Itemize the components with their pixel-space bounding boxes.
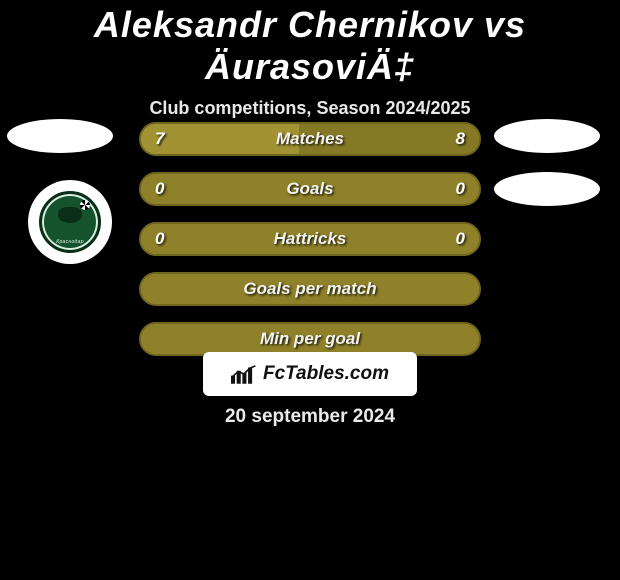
- page-title: Aleksandr Chernikov vs ÄurasoviÄ‡: [0, 0, 620, 88]
- date-label: 20 september 2024: [0, 406, 620, 428]
- stat-label: Goals per match: [243, 279, 376, 299]
- stat-left-value: 0: [155, 224, 164, 254]
- bars-icon: [231, 363, 257, 385]
- stat-right-value: 0: [456, 224, 465, 254]
- stat-fill-right: [310, 174, 479, 204]
- stat-pill-list: 7 8 Matches 0 0 Goals 0 0 Hattricks Goals per mat…: [139, 122, 481, 372]
- stat-right-value: 0: [456, 174, 465, 204]
- subtitle: Club competitions, Season 2024/2025: [0, 98, 620, 119]
- comparison-card: Aleksandr Chernikov vs ÄurasoviÄ‡ Club c…: [0, 0, 620, 580]
- stat-label: Hattricks: [274, 229, 347, 249]
- player-left-badge: [7, 119, 113, 153]
- stat-left-value: 7: [155, 124, 164, 154]
- stat-pill: Min per goal: [139, 322, 481, 356]
- club-right-badge: [494, 172, 600, 206]
- site-badge[interactable]: FcTables.com: [203, 352, 417, 396]
- stat-pill: Goals per match: [139, 272, 481, 306]
- stat-right-value: 8: [456, 124, 465, 154]
- stat-pill: 0 0 Hattricks: [139, 222, 481, 256]
- site-label: FcTables.com: [263, 363, 389, 385]
- club-left-crest: Краснодар: [28, 180, 112, 264]
- stat-left-value: 0: [155, 174, 164, 204]
- player-right-badge: [494, 119, 600, 153]
- stat-pill: 7 8 Matches: [139, 122, 481, 156]
- stat-label: Goals: [286, 179, 333, 199]
- stat-label: Matches: [276, 129, 344, 149]
- stat-fill-left: [141, 174, 310, 204]
- stat-label: Min per goal: [260, 329, 360, 349]
- stat-pill: 0 0 Goals: [139, 172, 481, 206]
